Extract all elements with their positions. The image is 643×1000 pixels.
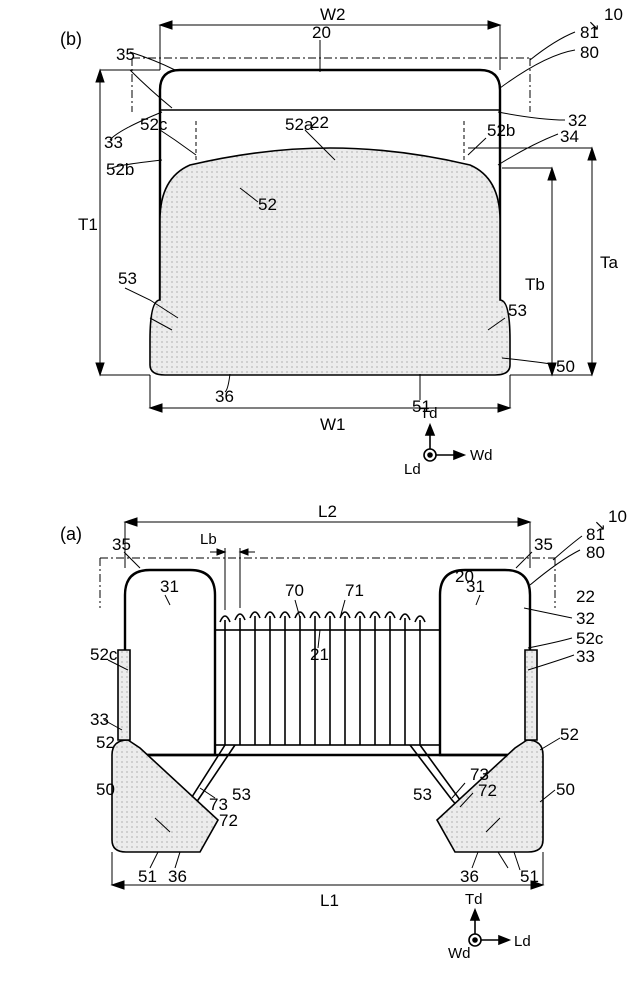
ref-53-a-r: 53 [413, 785, 432, 804]
ref-33-a-r: 33 [576, 647, 595, 666]
dim-W1: W1 [320, 415, 346, 434]
ref-10-a-arrow: ↘ [594, 517, 606, 533]
ref-32-a: 32 [576, 609, 595, 628]
ref-52c-a-r: 52c [576, 629, 604, 648]
ref-80-a: 80 [586, 543, 605, 562]
dim-Tb: Tb [525, 275, 545, 294]
ref-52-a-r: 52 [560, 725, 579, 744]
ref-35-a-r: 35 [534, 535, 553, 554]
ref-10-b: 10 [604, 5, 623, 24]
ref-80-b: 80 [580, 43, 599, 62]
ref-50-a-r: 50 [556, 780, 575, 799]
ref-72-a-l: 72 [219, 811, 238, 830]
ref-20-b: 20 [312, 23, 331, 42]
axis-a-Wd: Wd [448, 945, 471, 962]
ref-21-a: 21 [310, 645, 329, 664]
axis-b-Wd: Wd [470, 447, 493, 464]
ref-20-a: 20 [455, 567, 474, 586]
ref-52c-b: 52c [140, 115, 168, 134]
ref-52b-r: 52b [487, 121, 515, 140]
dim-L1: L1 [320, 891, 339, 910]
ref-53-b: 53 [118, 269, 137, 288]
ref-35-b: 35 [116, 45, 135, 64]
axis-b-Ld: Ld [404, 461, 421, 478]
ref-33-b: 33 [104, 133, 123, 152]
ref-71-a: 71 [345, 581, 364, 600]
panel-b-label: (b) [60, 29, 82, 49]
ref-34-b: 34 [560, 127, 579, 146]
ref-51-a-l: 51 [138, 867, 157, 886]
ref-51-a-r: 51 [520, 867, 539, 886]
ref-22-a: 22 [576, 587, 595, 606]
ref-72-a-r: 72 [478, 781, 497, 800]
axis-a-Td: Td [465, 891, 483, 908]
ref-36-b: 36 [215, 387, 234, 406]
dim-L2: L2 [318, 502, 337, 521]
ref-31-a-l: 31 [160, 577, 179, 596]
dim-Lb: Lb [200, 531, 217, 548]
panel-b: (b) [60, 5, 623, 478]
ref-53-b-r: 53 [508, 301, 527, 320]
ref-10-a: 10 [608, 507, 627, 526]
dim-T1: T1 [78, 215, 98, 234]
ref-10-b-arrow: ↘ [588, 17, 600, 33]
ref-52b-l: 52b [106, 160, 134, 179]
ref-53-a-l: 53 [232, 785, 251, 804]
ref-36-a-r: 36 [460, 867, 479, 886]
ref-70-a: 70 [285, 581, 304, 600]
axis-a-Ld: Ld [514, 933, 531, 950]
panel-a: (a) [60, 502, 627, 962]
axis-b-Td: Td [420, 405, 438, 422]
ref-35-a-l: 35 [112, 535, 131, 554]
ref-33-a-l: 33 [90, 710, 109, 729]
ref-36-a-l: 36 [168, 867, 187, 886]
ref-52-b: 52 [258, 195, 277, 214]
dim-W2: W2 [320, 5, 346, 24]
figure-root: (b) [0, 0, 643, 1000]
ref-50-a-l: 50 [96, 780, 115, 799]
ref-52a-b: 52a [285, 115, 314, 134]
ref-52-a-l: 52 [96, 733, 115, 752]
panel-a-label: (a) [60, 524, 82, 544]
ref-52c-a-l: 52c [90, 645, 118, 664]
dim-Ta: Ta [600, 253, 619, 272]
ref-50-b: 50 [556, 357, 575, 376]
